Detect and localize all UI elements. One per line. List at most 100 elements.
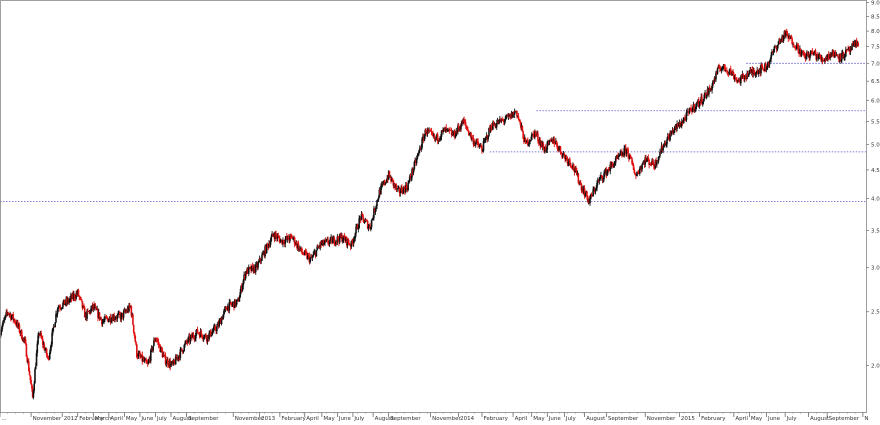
x-tick-label: February (701, 416, 726, 421)
candle-body (579, 182, 582, 185)
candle-body (220, 318, 223, 325)
candle-body (548, 140, 551, 143)
candle-body (592, 189, 594, 197)
candle-body (642, 162, 644, 165)
x-tick-label: ... (2, 416, 7, 421)
candle-body (322, 240, 325, 245)
x-tick-label: August (375, 416, 395, 421)
candle-body (74, 298, 77, 299)
candle-body (129, 304, 131, 307)
x-tick-label: September (829, 416, 860, 421)
candle-body (411, 169, 413, 178)
candle-body (842, 52, 845, 59)
y-tick-label: 3.5 (871, 229, 880, 235)
candle-body (747, 74, 750, 77)
candle-body (41, 338, 44, 345)
candle-body (150, 349, 152, 361)
candle-body (313, 252, 315, 255)
candle-body (291, 236, 294, 239)
candle-body (386, 178, 388, 183)
candle-body (282, 240, 285, 243)
candle-body (242, 280, 245, 286)
candle-body (611, 162, 614, 165)
x-tick-label: May (323, 416, 335, 421)
candle-body (156, 340, 158, 341)
candle-body (716, 68, 719, 75)
candle-body (481, 147, 483, 152)
candle-body (370, 220, 373, 228)
candle-body (701, 96, 703, 104)
candle-body (405, 184, 408, 189)
candle-body (238, 297, 241, 302)
candle-body (380, 184, 383, 187)
candle-body (402, 187, 405, 194)
candle-body (599, 177, 601, 179)
candle-body (597, 180, 599, 183)
candle-body (80, 299, 83, 302)
candle-body (764, 63, 767, 70)
candle-body (309, 258, 311, 263)
candle-body (83, 306, 85, 308)
candle-body (431, 131, 434, 134)
candle-body (530, 139, 532, 141)
candle-body (384, 182, 387, 185)
candle-body (141, 354, 144, 362)
candle-body (457, 125, 459, 132)
candle-body (80, 297, 82, 300)
candle-body (12, 314, 15, 320)
candle-body (63, 299, 66, 306)
candle-body (504, 119, 507, 121)
candle-body (553, 139, 556, 144)
candle-body (607, 169, 610, 171)
candle-body (104, 316, 107, 318)
candle-body (464, 122, 467, 126)
candle-body (303, 254, 305, 256)
candle-body (770, 55, 772, 60)
candle-body (329, 237, 332, 241)
candle-body (214, 325, 217, 330)
candle-body (323, 243, 325, 245)
candle-body (420, 147, 423, 150)
candle-body (179, 349, 182, 358)
candle-body (754, 73, 757, 76)
candle-body (209, 330, 212, 337)
candle-body (73, 294, 76, 299)
candle-body (409, 176, 412, 179)
candle-body (55, 314, 58, 315)
candle-body (410, 177, 413, 179)
candle-body (836, 55, 839, 56)
x-tick-label: June (140, 416, 154, 421)
candle-body (732, 71, 734, 74)
candle-body (228, 302, 231, 311)
candle-body (338, 234, 341, 243)
x-tick-label: September (188, 416, 219, 421)
x-tick-label: November (432, 416, 461, 421)
candle-body (584, 193, 587, 197)
candle-body (81, 301, 84, 308)
x-tick-label: November (647, 416, 676, 421)
candle-body (133, 332, 136, 337)
candle-body (806, 51, 809, 55)
candle-body (634, 173, 636, 175)
candle-body (57, 307, 60, 310)
candle-body (713, 78, 716, 83)
candle-body (290, 235, 293, 237)
candle-body (254, 264, 257, 272)
candle-body (429, 130, 431, 132)
candle-body (439, 136, 442, 139)
candle-body (729, 68, 732, 73)
candle-body (485, 137, 487, 140)
candle-body (396, 188, 399, 190)
x-tick-label: February (483, 416, 508, 421)
candle-body (305, 252, 308, 254)
candle-body (104, 316, 106, 320)
candle-body (289, 235, 291, 241)
candle-body (682, 120, 685, 124)
candle-body (597, 180, 600, 182)
candle-body (645, 159, 648, 161)
candle-body (444, 127, 447, 132)
y-tick-label: 5.0 (871, 142, 880, 148)
candle-body (268, 243, 270, 248)
candle-body (415, 158, 418, 164)
candle-body (225, 307, 228, 310)
